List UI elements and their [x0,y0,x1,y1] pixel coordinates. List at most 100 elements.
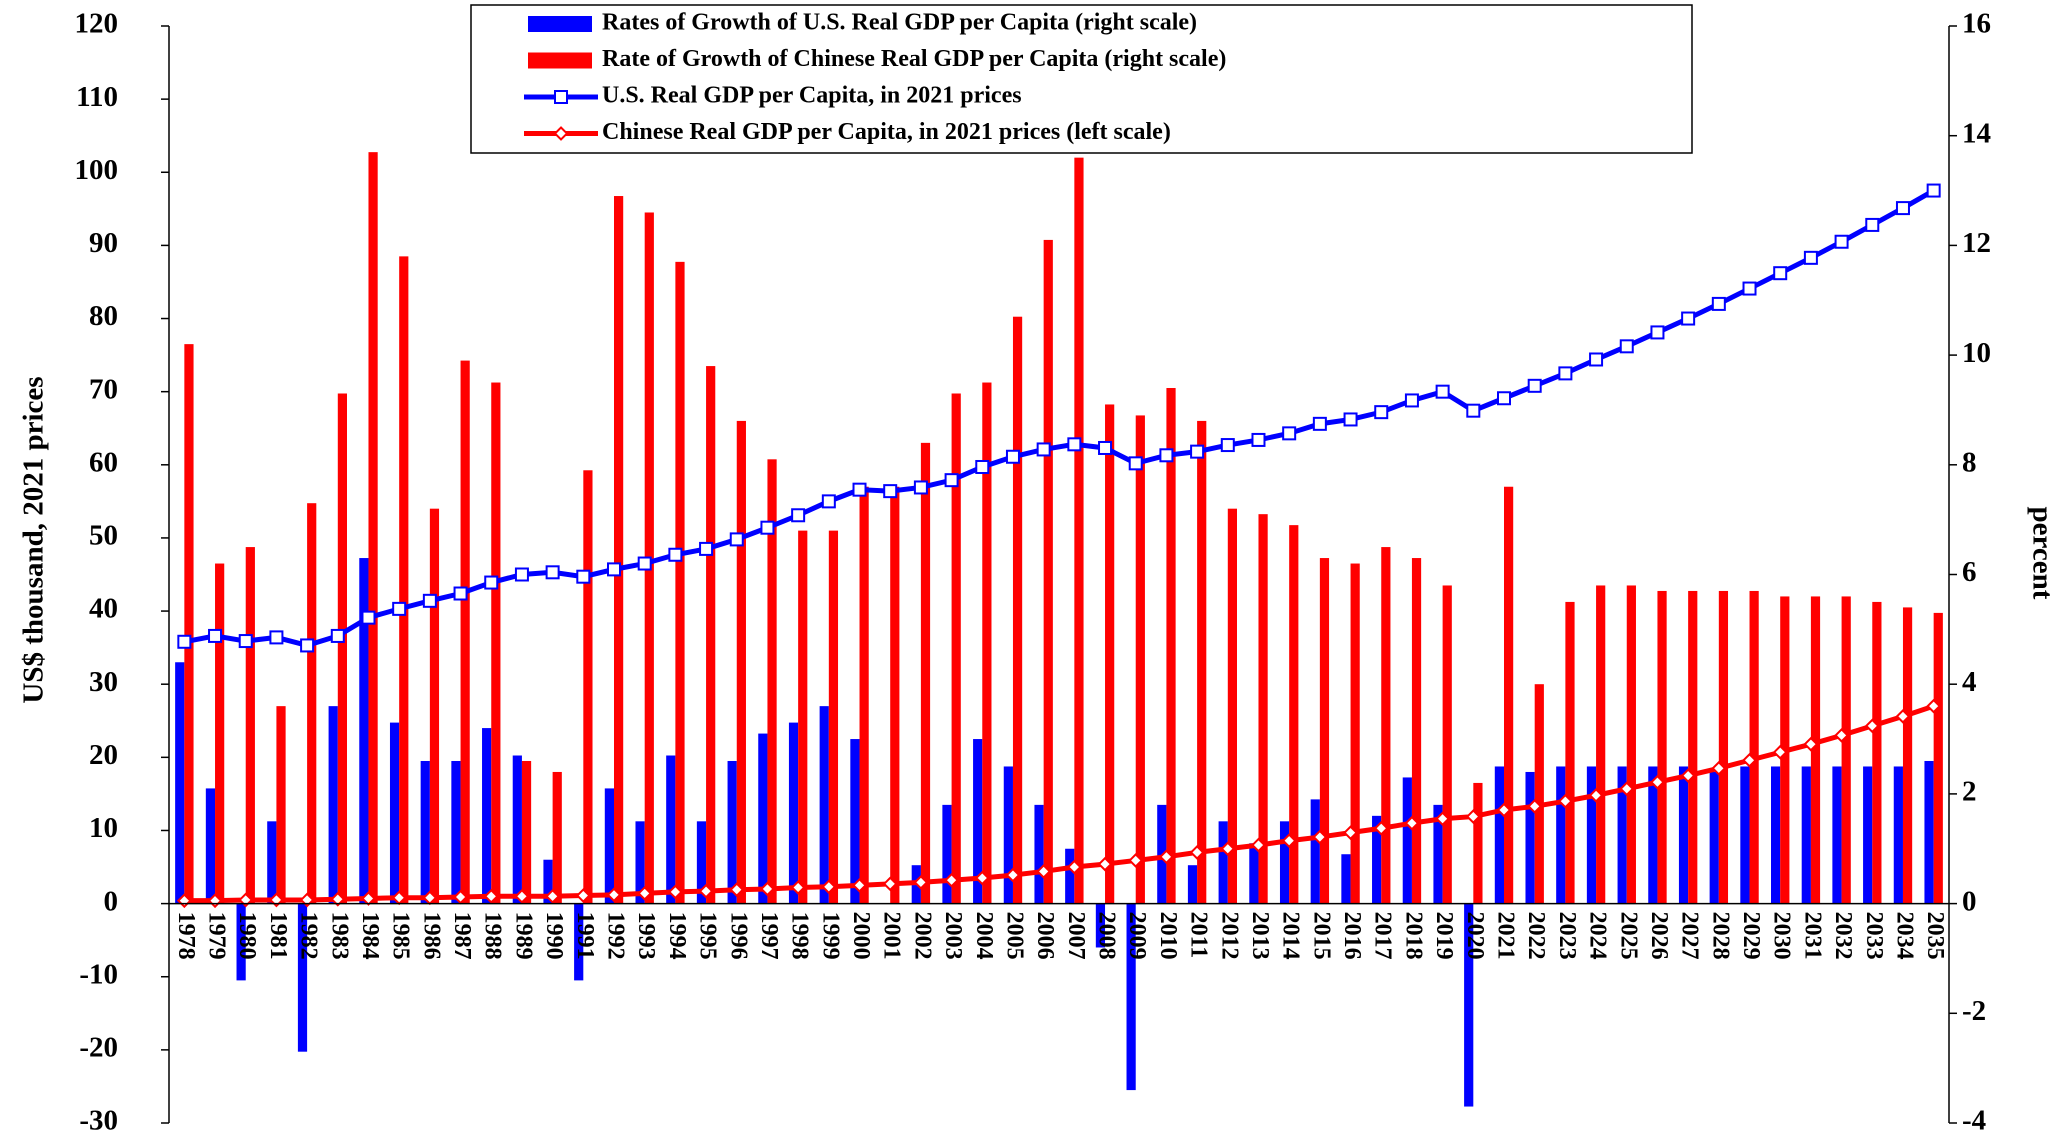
bar [1074,157,1084,904]
marker [637,885,653,901]
x-tick-label: 1994 [664,912,690,960]
bar [727,760,737,904]
legend-label: Rate of Growth of Chinese Real GDP per C… [602,46,1226,72]
x-tick-label: 2014 [1278,912,1304,960]
bar [1166,388,1176,904]
bar [1617,766,1627,904]
x-tick-label: 2009 [1124,912,1150,960]
marker [483,888,499,904]
marker [1312,829,1328,845]
marker [1742,281,1757,296]
bar [828,530,839,904]
y-tick-label: 50 [89,520,118,552]
x-tick-label: 2020 [1462,912,1488,960]
line [184,703,1935,904]
y-tick-label: 20 [89,739,118,771]
bar [267,821,277,904]
y2-tick-label: 0 [1962,885,1977,917]
bar [543,859,553,904]
bar [460,360,470,904]
bar [1135,415,1145,904]
bar [429,508,440,904]
marker [1865,217,1880,232]
bar [1841,596,1851,904]
marker [238,634,253,649]
bar [399,256,409,904]
marker [453,586,468,601]
marker [1190,444,1205,459]
marker [1251,432,1266,447]
y2-tick-label: 6 [1962,556,1977,588]
y2-tick-label: 10 [1962,337,1991,369]
bar [1249,843,1259,904]
marker [422,593,437,608]
marker [1527,798,1543,814]
marker [1497,391,1511,406]
bar [307,503,317,904]
marker [269,630,284,645]
x-tick-label: 1986 [418,912,444,960]
marker [760,881,775,897]
bar [798,530,808,904]
marker [545,888,561,904]
y-tick-label: -10 [79,958,118,990]
bar [1709,771,1719,904]
marker [1742,752,1757,768]
marker [821,879,837,895]
marker [1681,311,1696,326]
bar [1832,766,1842,904]
x-tick-label: 2003 [940,912,966,960]
marker [1926,698,1942,714]
bar [1381,547,1391,904]
y2-tick-label: 4 [1962,666,1977,698]
bar [1534,684,1544,904]
y-tick-label: 40 [89,593,118,625]
marker [1773,266,1788,281]
bar [706,366,716,904]
marker [1619,339,1634,354]
x-tick-label: 2035 [1922,912,1948,960]
x-tick-label: 2006 [1032,912,1058,960]
x-tick-label: 1981 [265,912,291,960]
marker [1466,403,1481,418]
bar [491,382,501,904]
bar [890,486,900,904]
marker [300,638,315,653]
legend-label: Chinese Real GDP per Capita, in 2021 pri… [602,119,1171,145]
y2-tick-label: -4 [1962,1105,1986,1137]
bar [1105,404,1115,904]
marker [1066,859,1082,875]
bar [1341,854,1351,904]
marker [1557,793,1573,809]
bar [1586,766,1597,904]
bar [675,261,685,904]
axes [161,25,1957,1124]
marker [791,508,806,523]
x-tick-label: 2023 [1554,912,1580,960]
x-tick-label: 2007 [1063,912,1089,960]
bar [1310,799,1320,904]
x-tick-label: 1992 [602,912,628,960]
y-tick-label: 0 [104,885,119,917]
bar [942,804,952,904]
legend-marker [554,90,568,104]
bars [175,152,1943,1107]
legend: Rates of Growth of U.S. Real GDP per Cap… [470,4,1693,154]
x-tick-label: 1987 [449,912,475,960]
x-tick-label: 2001 [879,912,905,960]
legend-swatch [528,52,592,69]
marker [760,520,775,535]
marker [944,473,959,488]
marker [208,628,223,643]
marker [176,893,192,909]
bar [1565,601,1575,904]
bar [1034,804,1044,904]
x-tick-label: 2030 [1769,912,1795,960]
bar [1504,486,1514,904]
bar [245,547,255,904]
marker [576,569,591,584]
bar [1319,558,1330,904]
bar [1402,777,1412,904]
y2-tick-label: 8 [1962,446,1977,478]
